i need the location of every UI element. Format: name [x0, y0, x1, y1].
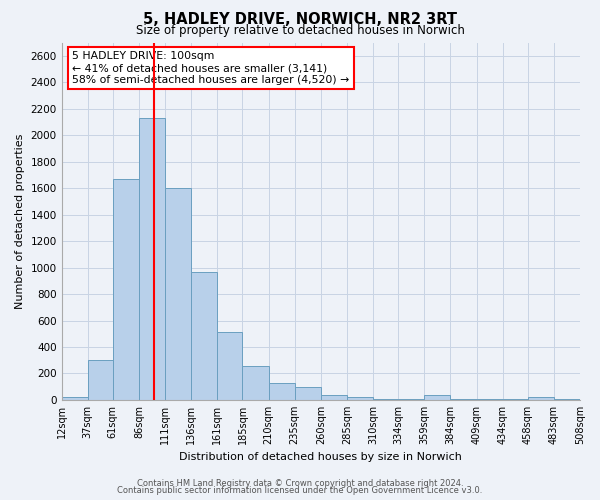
Bar [269, 384, 295, 400]
Bar [295, 386, 321, 400]
Text: Contains public sector information licensed under the Open Government Licence v3: Contains public sector information licen… [118, 486, 482, 495]
Text: Contains HM Land Registry data © Crown copyright and database right 2024.: Contains HM Land Registry data © Crown c… [137, 478, 463, 488]
Bar [528, 398, 554, 400]
Text: 5, HADLEY DRIVE, NORWICH, NR2 3RT: 5, HADLEY DRIVE, NORWICH, NR2 3RT [143, 12, 457, 28]
Bar [88, 360, 113, 400]
Bar [424, 394, 451, 400]
X-axis label: Distribution of detached houses by size in Norwich: Distribution of detached houses by size … [179, 452, 462, 462]
Bar [321, 394, 347, 400]
Bar [139, 118, 165, 400]
Y-axis label: Number of detached properties: Number of detached properties [15, 134, 25, 309]
Bar [347, 396, 373, 400]
Bar [451, 398, 476, 400]
Bar [113, 179, 139, 400]
Bar [165, 188, 191, 400]
Text: 5 HADLEY DRIVE: 100sqm
← 41% of detached houses are smaller (3,141)
58% of semi-: 5 HADLEY DRIVE: 100sqm ← 41% of detached… [72, 52, 349, 84]
Text: Size of property relative to detached houses in Norwich: Size of property relative to detached ho… [136, 24, 464, 37]
Bar [191, 272, 217, 400]
Bar [62, 398, 88, 400]
Bar [217, 332, 242, 400]
Bar [242, 366, 269, 400]
